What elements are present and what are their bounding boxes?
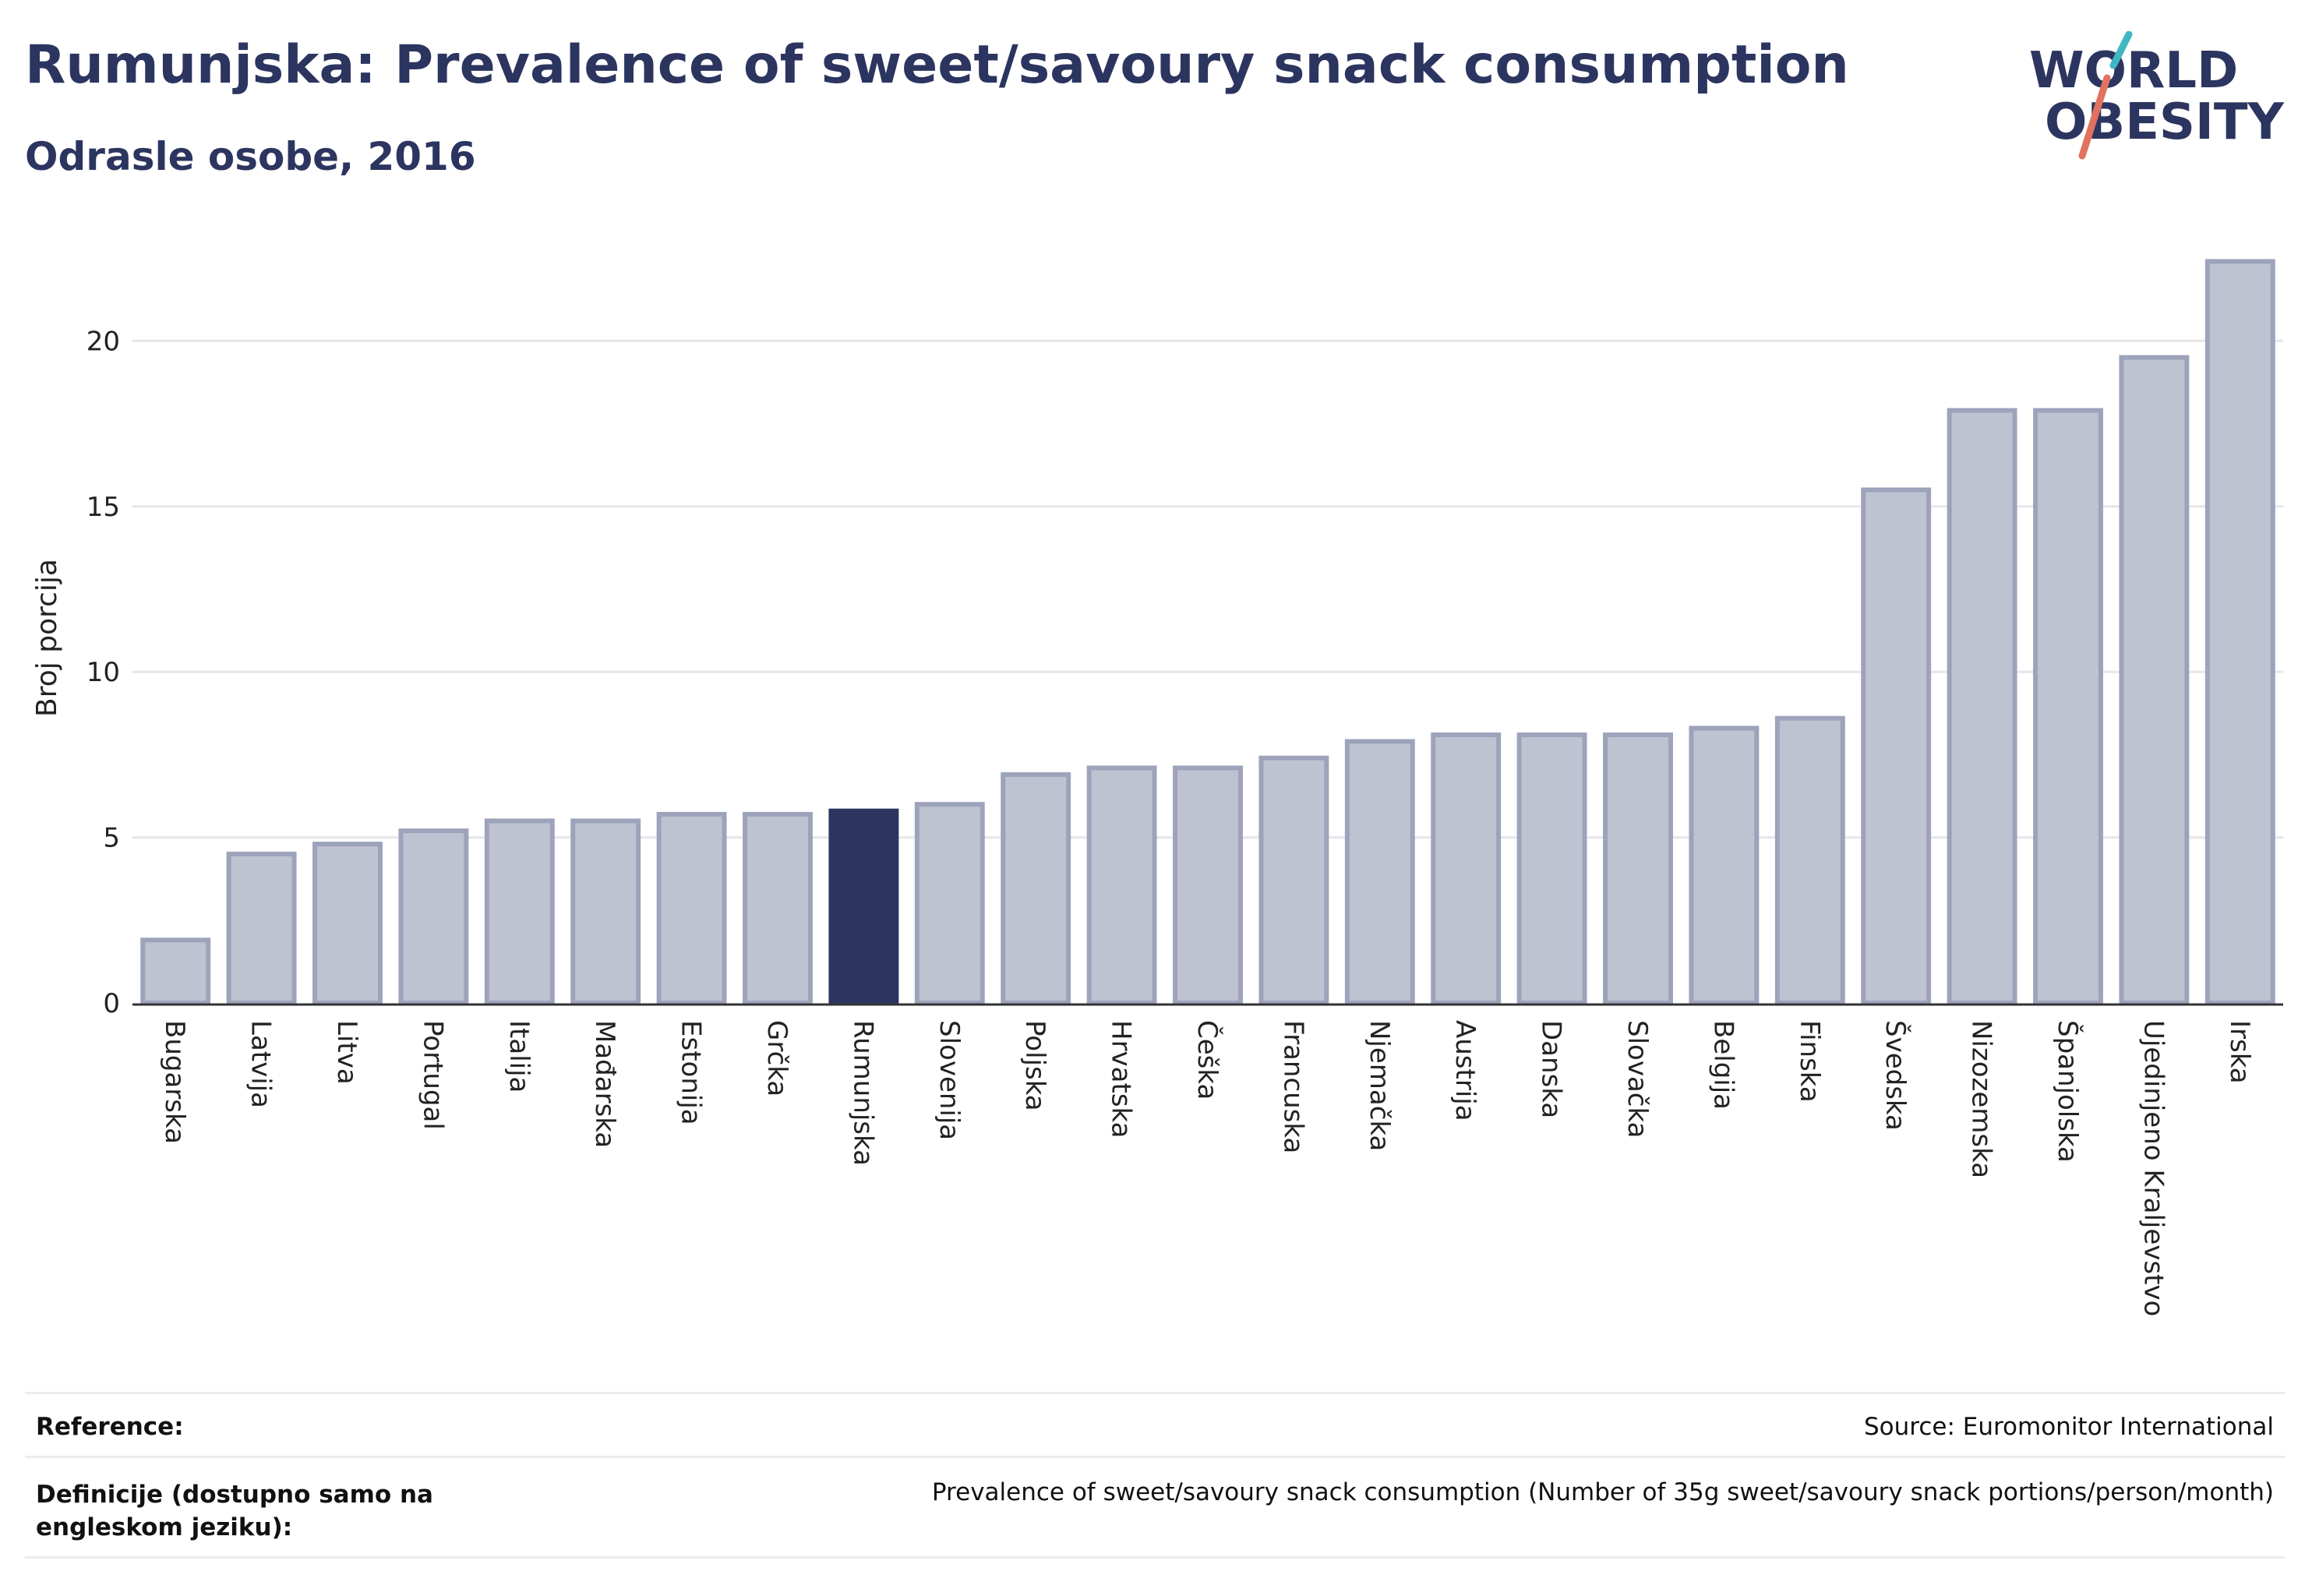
bar-12 — [1086, 765, 1157, 1005]
x-tick-label: Italija — [503, 1020, 535, 1093]
x-tick-label: Finska — [1794, 1020, 1825, 1103]
x-tick-label: Grčka — [761, 1020, 792, 1096]
x-tick-label: Švedska — [1880, 1020, 1911, 1131]
bar-10 — [914, 802, 985, 1005]
logo-text-world: WORLD — [2029, 42, 2238, 100]
x-tick-label: Njemačka — [1364, 1020, 1395, 1151]
world-obesity-logo: WORLD OBESITY — [2029, 31, 2284, 160]
bar-18 — [1603, 732, 1673, 1005]
y-tick-label: 20 — [86, 326, 120, 357]
page-title: Rumunjska: Prevalence of sweet/savoury s… — [25, 34, 1849, 96]
x-tick-label: Mađarska — [589, 1020, 620, 1148]
footer-definition-row: Definicije (dostupno samo na engleskom j… — [25, 1456, 2285, 1559]
bar-4 — [398, 828, 469, 1005]
bar-chart: 0 5 10 15 20 Broj porcija Bugarska Latvija Litva… — [31, 259, 2283, 1316]
x-tick-label: Rumunjska — [847, 1020, 878, 1166]
page-subtitle: Odrasle osobe, 2016 — [25, 134, 476, 179]
x-tick-label: Austrija — [1449, 1020, 1481, 1121]
reference-value: Source: Euromonitor International — [1863, 1413, 2274, 1441]
definition-value: Prevalence of sweet/savoury snack consum… — [931, 1478, 2274, 1506]
x-tick-label: Estonija — [676, 1020, 707, 1125]
x-tick-label: Hrvatska — [1106, 1020, 1137, 1138]
bar-20 — [1774, 715, 1845, 1005]
reference-label: Reference: — [36, 1413, 184, 1441]
bar-15 — [1344, 739, 1415, 1005]
bar-9 — [828, 808, 899, 1006]
definition-label: Definicije (dostupno samo na engleskom j… — [36, 1481, 433, 1541]
x-tick-label: Češka — [1191, 1020, 1223, 1100]
bar-14 — [1258, 755, 1329, 1006]
x-tick-label: Slovenija — [934, 1020, 965, 1140]
bar-13 — [1173, 765, 1243, 1005]
bar-23 — [2033, 408, 2103, 1005]
x-tick-label: Bugarska — [159, 1020, 190, 1144]
x-tick-label: Poljska — [1019, 1020, 1050, 1111]
x-tick-label: Litva — [331, 1020, 362, 1085]
bar-16 — [1431, 732, 1502, 1005]
x-tick-label: Danska — [1536, 1020, 1567, 1118]
bar-24 — [2119, 355, 2190, 1006]
x-tick-label: Španjolska — [2052, 1020, 2084, 1163]
bar-8 — [743, 811, 813, 1005]
y-axis-title: Broj porcija — [31, 559, 63, 717]
bar-22 — [1947, 408, 2017, 1005]
y-tick-label: 10 — [86, 657, 120, 688]
bar-21 — [1861, 487, 1932, 1005]
x-tick-label: Irska — [2224, 1020, 2255, 1084]
y-tick-label: 0 — [103, 988, 120, 1019]
x-tick-label: Belgija — [1707, 1020, 1738, 1110]
x-tick-label: Francuska — [1277, 1020, 1308, 1153]
bar-6 — [570, 818, 641, 1005]
x-tick-label: Ujedinjeno Kraljevstvo — [2137, 1020, 2169, 1316]
bar-17 — [1516, 732, 1587, 1005]
logo-text-obesity: OBESITY — [2045, 94, 2284, 151]
logo-slash-teal — [2109, 31, 2133, 69]
bar-11 — [1001, 772, 1071, 1006]
bar-5 — [484, 818, 555, 1005]
x-tick-label: Nizozemska — [1966, 1020, 1997, 1178]
bar-2 — [226, 851, 297, 1006]
logo-slash-coral — [2078, 74, 2111, 160]
y-tick-label: 5 — [103, 823, 120, 854]
bar-19 — [1689, 726, 1760, 1005]
y-tick-label: 15 — [86, 492, 120, 523]
bar-1 — [140, 937, 211, 1006]
bar-7 — [656, 811, 727, 1005]
x-tick-label: Slovačka — [1622, 1020, 1653, 1138]
bar-25 — [2204, 259, 2275, 1006]
x-tick-label: Latvija — [245, 1020, 277, 1108]
bar-3 — [312, 842, 383, 1006]
footer-reference-row: Reference: Source: Euromonitor Internati… — [25, 1392, 2285, 1458]
x-tick-label: Portugal — [417, 1020, 448, 1130]
